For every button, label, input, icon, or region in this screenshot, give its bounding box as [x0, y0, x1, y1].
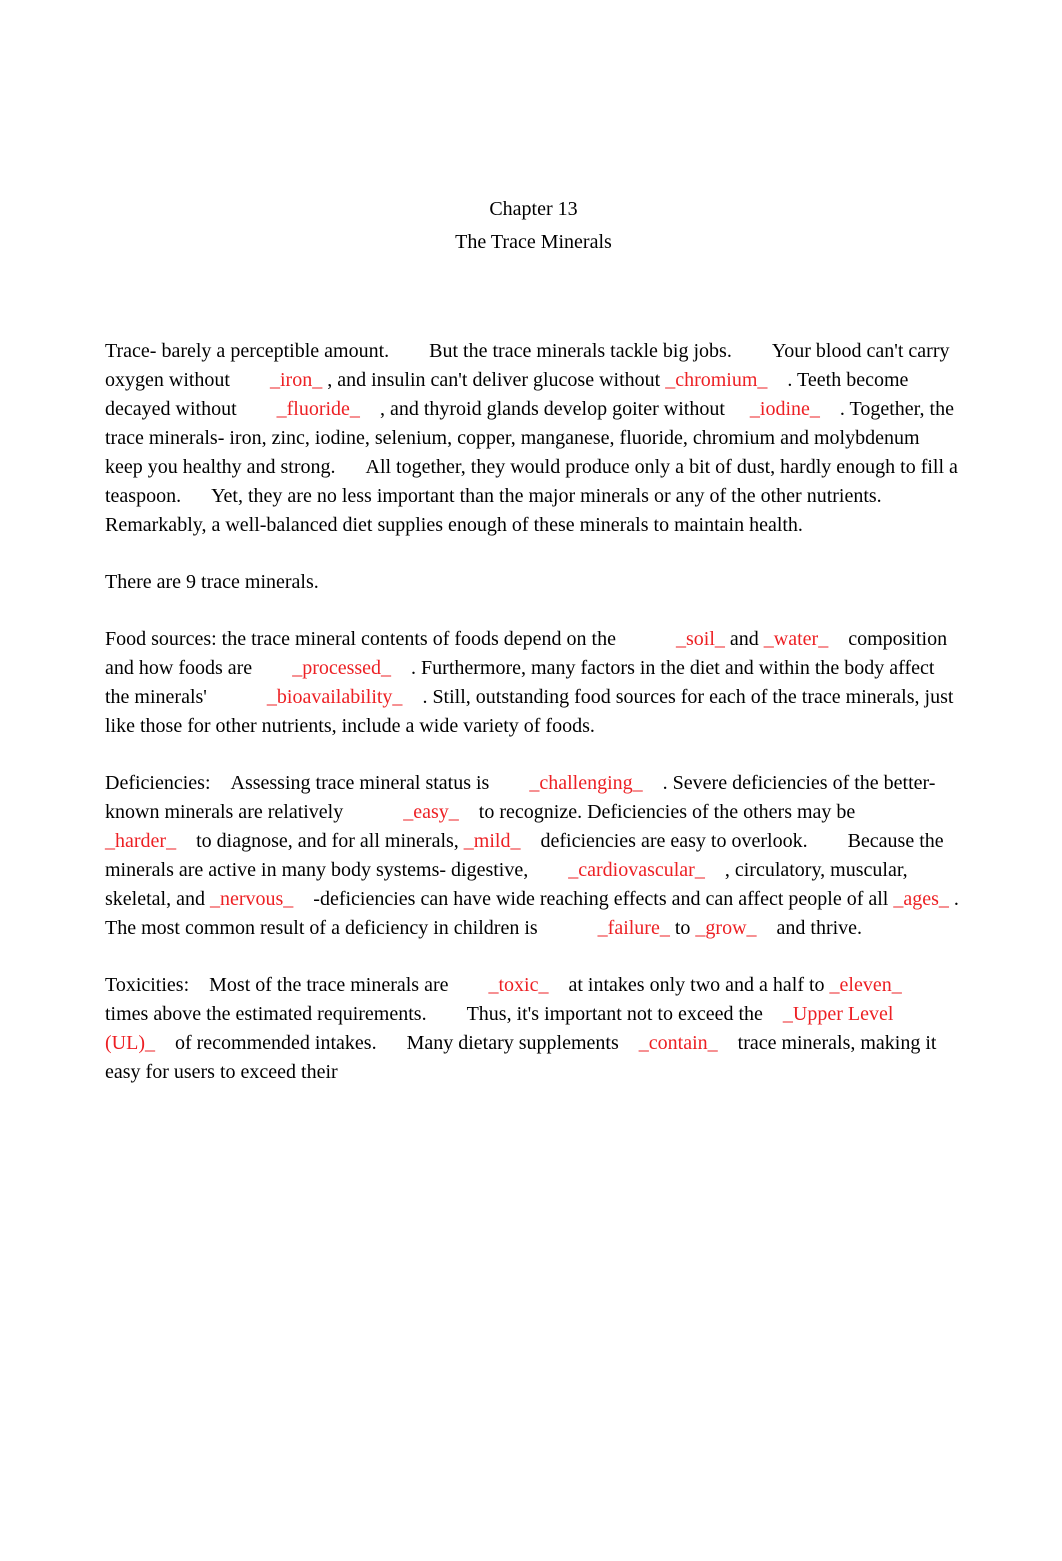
body-text: Assessing trace mineral status is: [211, 772, 530, 794]
blank-nervous: _nervous_: [210, 888, 293, 910]
body-text: to recognize. Deficiencies of the others…: [459, 801, 896, 823]
blank-grow: _grow_: [695, 917, 756, 939]
blank-chromium: _chromium_: [665, 369, 767, 391]
blank-contain: _contain_: [639, 1032, 718, 1054]
body-text: , and insulin can't deliver glucose with…: [322, 369, 665, 391]
blank-eleven: _eleven_: [830, 974, 902, 996]
paragraph-deficiencies: Deficiencies: Assessing trace mineral st…: [105, 769, 962, 943]
blank-cardiovascular: _cardiovascular_: [568, 859, 705, 881]
paragraph-food-sources: Food sources: the trace mineral contents…: [105, 625, 962, 741]
paragraph-intro: Trace- barely a perceptible amount. But …: [105, 337, 962, 540]
document-page: Chapter 13 The Trace Minerals Trace- bar…: [0, 0, 1062, 1561]
body-text: the trace mineral contents of foods depe…: [217, 628, 676, 650]
chapter-title: The Trace Minerals: [105, 228, 962, 257]
body-text: , and thyroid glands develop goiter with…: [360, 398, 750, 420]
blank-toxic: _toxic_: [489, 974, 549, 996]
blank-fluoride: _fluoride_: [277, 398, 360, 420]
body-text: to diagnose, and for all minerals,: [176, 830, 464, 852]
blank-soil: _soil_: [676, 628, 725, 650]
blank-iodine: _iodine_: [750, 398, 820, 420]
blank-bioavailability: _bioavailability_: [267, 686, 403, 708]
body-text: at intakes only two and a half to: [549, 974, 830, 996]
body-text: to: [670, 917, 696, 939]
blank-easy: _easy_: [403, 801, 459, 823]
body-text: There are 9 trace minerals.: [105, 571, 319, 593]
blank-challenging: _challenging_: [529, 772, 642, 794]
blank-water: _water_: [764, 628, 828, 650]
blank-processed: _processed_: [292, 657, 391, 679]
blank-ages: _ages_: [893, 888, 949, 910]
paragraph-count: There are 9 trace minerals.: [105, 568, 962, 597]
body-text: of recommended intakes. Many dietary sup…: [155, 1032, 639, 1054]
section-label-food-sources: Food sources:: [105, 625, 217, 654]
body-text: and thrive.: [757, 917, 863, 939]
section-label-toxicities: Toxicities:: [105, 971, 189, 1000]
body-text: -deficiencies can have wide reaching eff…: [293, 888, 893, 910]
blank-mild: _mild_: [464, 830, 521, 852]
section-label-deficiencies: Deficiencies:: [105, 769, 211, 798]
blank-harder: _harder_: [105, 830, 176, 852]
blank-iron: _iron_: [270, 369, 322, 391]
body-text: Most of the trace minerals are: [189, 974, 488, 996]
paragraph-toxicities: Toxicities: Most of the trace minerals a…: [105, 971, 962, 1087]
blank-failure: _failure_: [598, 917, 670, 939]
body-text: and: [725, 628, 764, 650]
chapter-number: Chapter 13: [105, 195, 962, 224]
